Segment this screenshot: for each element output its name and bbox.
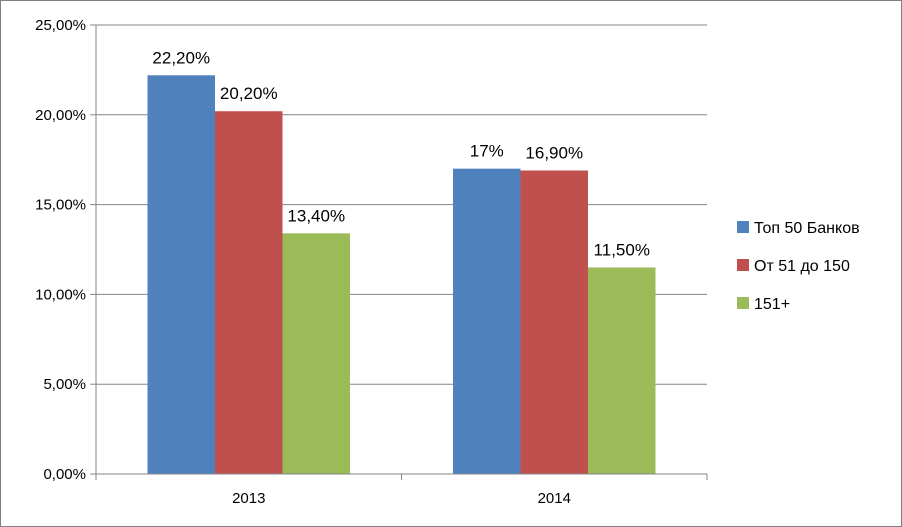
bar xyxy=(147,75,215,475)
data-label: 20,20% xyxy=(220,84,278,103)
y-tick-label: 0,00% xyxy=(43,466,86,483)
bar xyxy=(453,168,521,474)
data-label: 13,40% xyxy=(287,206,345,225)
legend-swatch xyxy=(737,259,749,271)
legend: Топ 50 Банков От 51 до 150 151+ xyxy=(737,220,860,313)
y-tick-label: 5,00% xyxy=(43,376,86,393)
x-tick-label: 2014 xyxy=(538,490,571,507)
data-label: 16,90% xyxy=(525,143,583,162)
data-label: 17% xyxy=(470,142,504,161)
bar xyxy=(588,267,656,474)
data-label: 11,50% xyxy=(594,240,650,259)
data-label: 22,20% xyxy=(152,48,210,67)
axes xyxy=(90,24,708,480)
y-tick-label: 20,00% xyxy=(35,107,86,124)
legend-swatch xyxy=(737,297,749,309)
y-tick-label: 15,00% xyxy=(35,197,86,214)
data-labels: 22,20% 20,20% 13,40% 17% 16,90% 11,50% xyxy=(152,48,650,259)
legend-label: От 51 до 150 xyxy=(754,258,850,275)
y-tick-label: 10,00% xyxy=(35,286,86,303)
legend-swatch xyxy=(737,221,749,233)
y-tick-label: 25,00% xyxy=(35,17,86,34)
x-tick-label: 2013 xyxy=(232,490,265,507)
legend-label: Топ 50 Банков xyxy=(754,220,860,237)
bar xyxy=(282,233,350,474)
x-axis-tick-labels: 2013 2014 xyxy=(232,490,571,507)
y-axis-tick-labels: 0,00% 5,00% 10,00% 15,00% 20,00% 25,00% xyxy=(35,17,86,483)
bars xyxy=(147,75,656,475)
legend-label: 151+ xyxy=(754,296,790,313)
bar xyxy=(215,111,283,474)
bar xyxy=(520,170,588,474)
